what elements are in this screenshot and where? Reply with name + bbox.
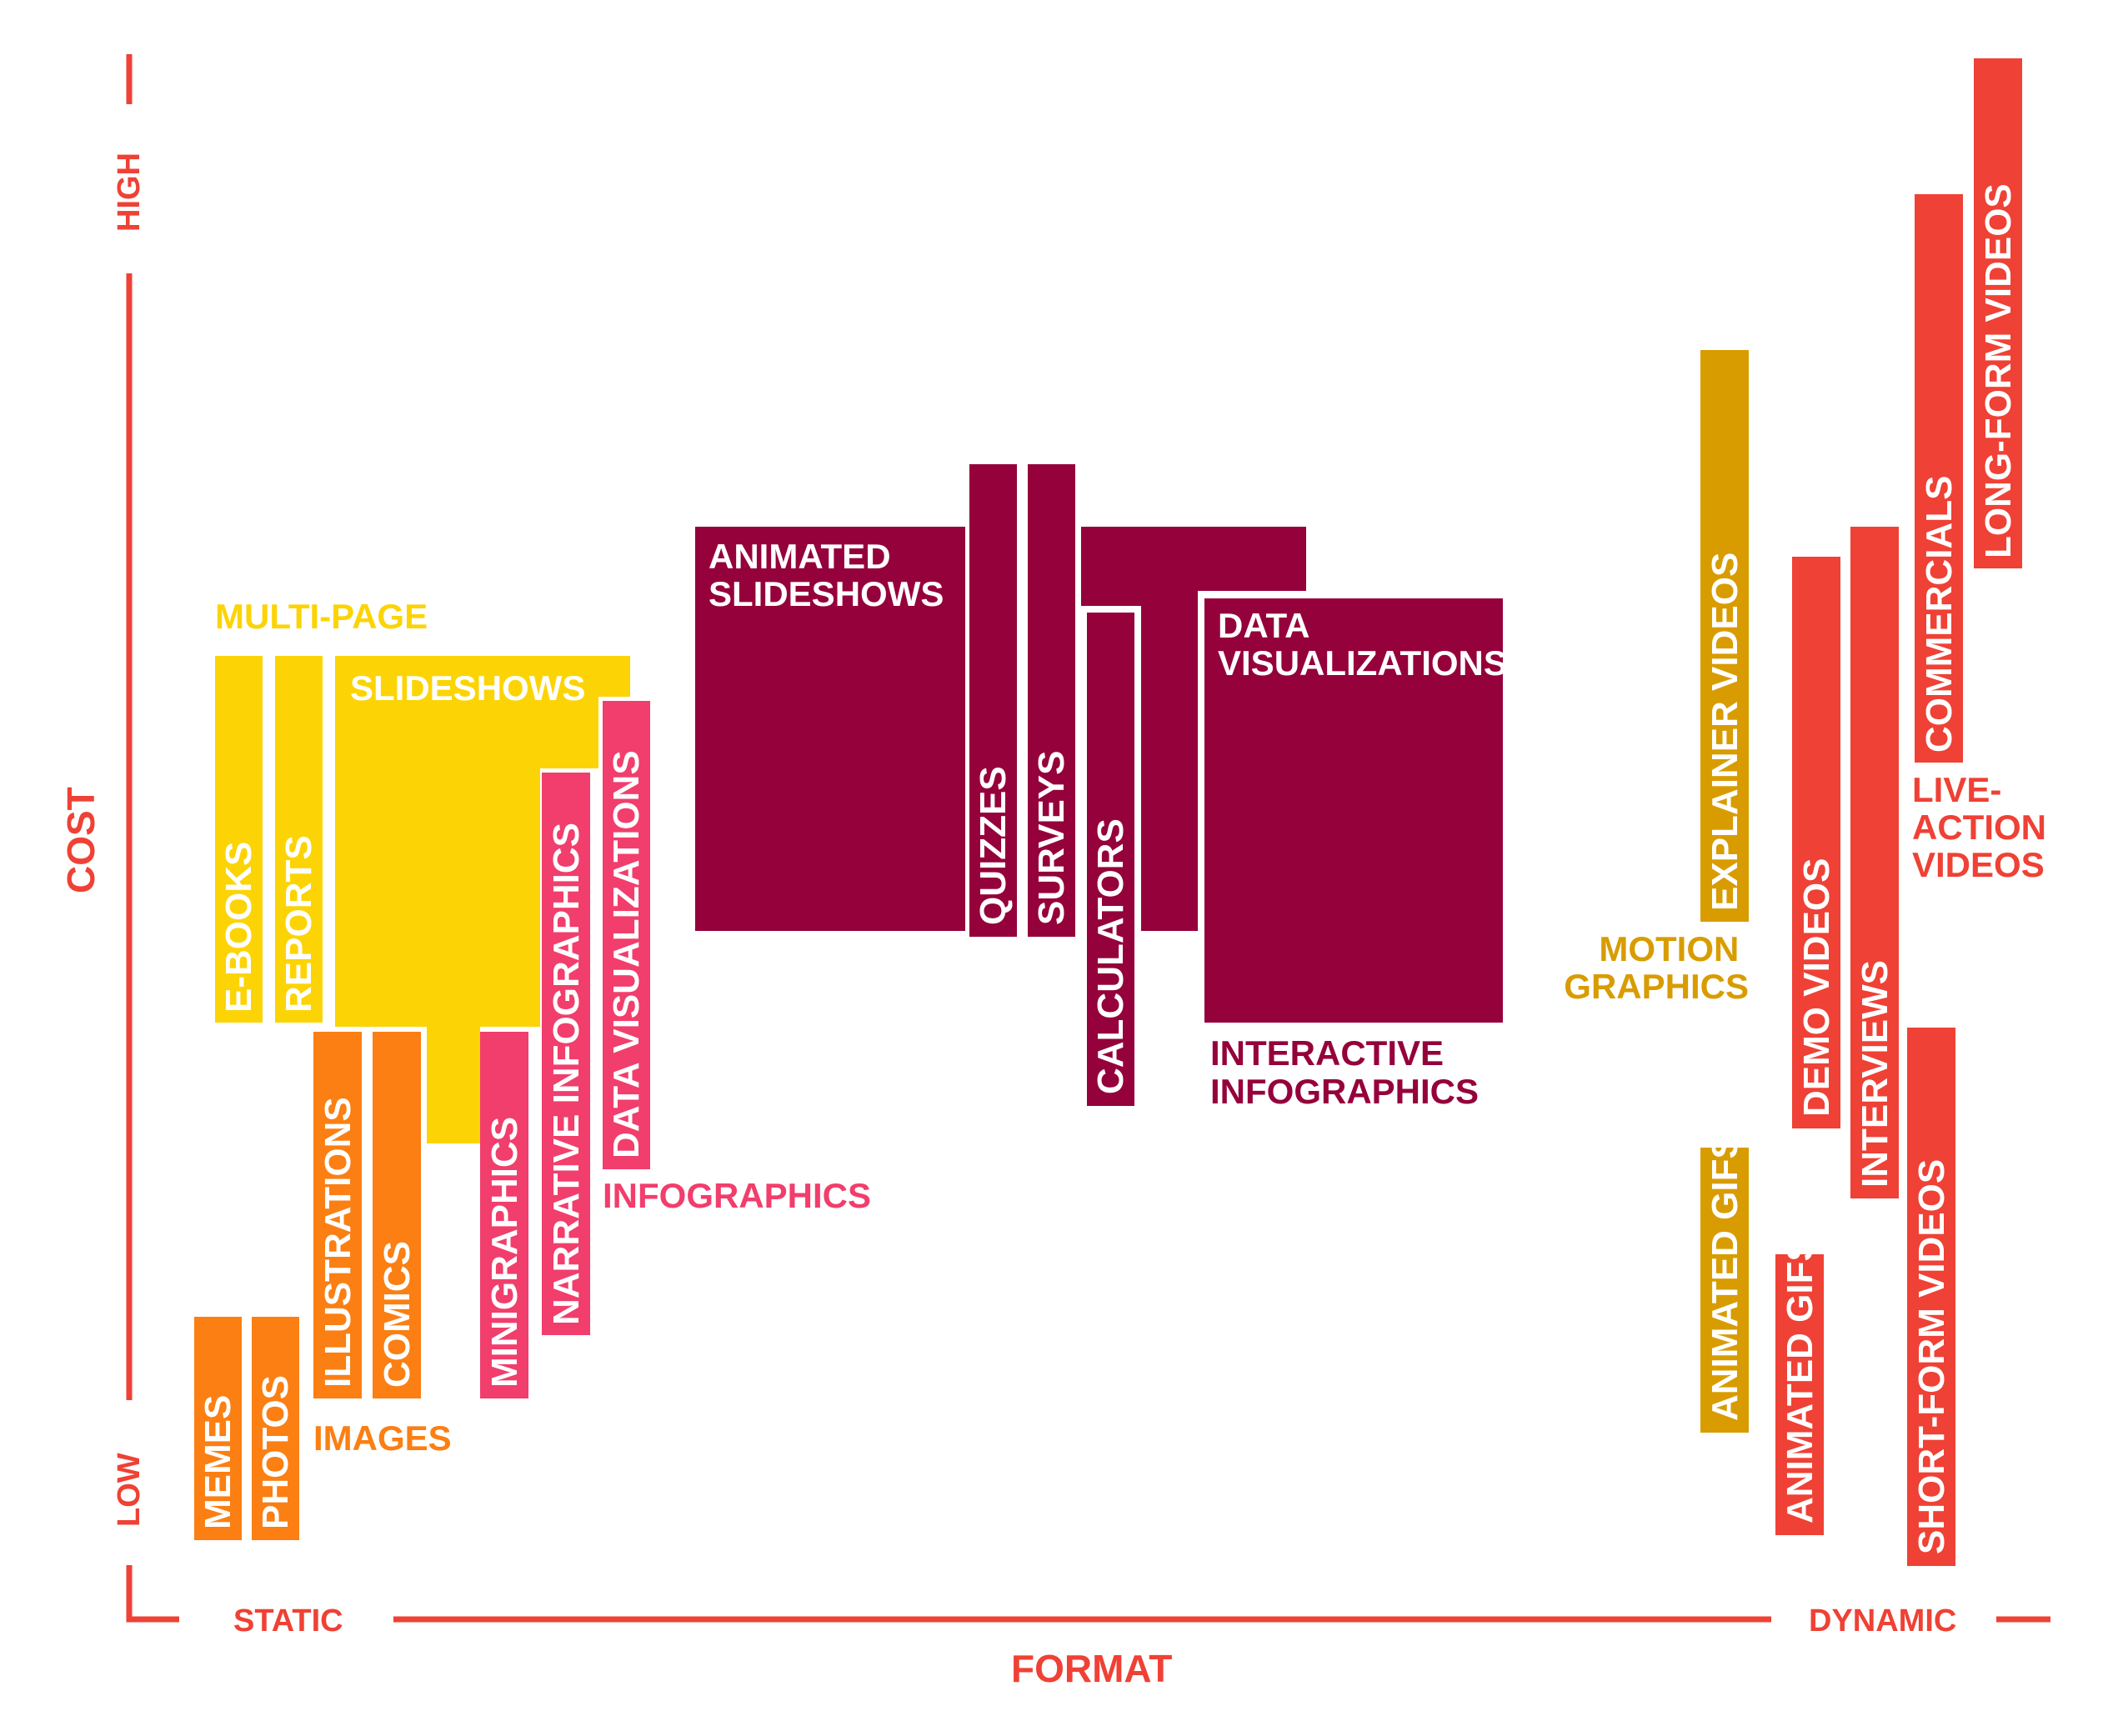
comics-label: COMICS (377, 1241, 418, 1388)
axis-corner-line (126, 1565, 179, 1623)
x-axis-title: FORMAT (1011, 1647, 1172, 1690)
x-axis: STATIC DYNAMIC FORMAT (233, 1603, 2050, 1690)
ebooks-label: E-BOOKS (218, 842, 259, 1013)
interactive-infographics-label: INTERACTIVE INFOGRAPHICS (1210, 1033, 1479, 1111)
motion-graphics-group: EXPLAINER VIDEOS MOTION GRAPHICS ANIMATE… (1564, 350, 1749, 1433)
y-axis: HIGH LOW COST (59, 54, 179, 1623)
x-axis-dynamic-label: DYNAMIC (1809, 1603, 1956, 1638)
comics-bar (373, 1032, 421, 1398)
infographics-group: MINIGRAPHICS NARRATIVE INFOGRAPHICS DATA… (480, 701, 871, 1398)
photos-label: PHOTOS (255, 1375, 296, 1529)
slideshows-label: SLIDESHOWS (350, 668, 585, 708)
calculators-label: CALCULATORS (1090, 818, 1131, 1094)
commercials-label: COMMERCIALS (1919, 476, 1960, 753)
photos-bar (252, 1317, 299, 1540)
narrative-infographics-label: NARRATIVE INFOGRAPHICS (546, 823, 587, 1325)
quizzes-bar (969, 464, 1017, 937)
demo-videos-bar (1792, 557, 1840, 1128)
surveys-label: SURVEYS (1031, 751, 1072, 926)
explainer-videos-bar (1700, 350, 1749, 922)
minigraphics-bar (480, 1032, 528, 1398)
illustrations-bar (313, 1032, 362, 1398)
animated-gifs-live-label: ANIMATED GIFS (1780, 1237, 1820, 1523)
reports-bar (275, 656, 323, 1023)
live-action-videos-label: LIVE- ACTION VIDEOS (1912, 770, 2056, 884)
x-axis-static-label: STATIC (233, 1603, 343, 1638)
reports-label: REPORTS (278, 835, 319, 1013)
y-axis-high-label: HIGH (112, 153, 147, 232)
demo-videos-label: DEMO VIDEOS (1796, 858, 1837, 1118)
long-form-videos-bar (1974, 58, 2022, 568)
multi-page-group: MULTI-PAGE E-BOOKS REPORTS SLIDESHOWS (215, 597, 630, 1143)
explainer-videos-label: EXPLAINER VIDEOS (1705, 553, 1745, 911)
minigraphics-label: MINIGRAPHICS (484, 1117, 525, 1388)
surveys-bar (1028, 464, 1075, 937)
narrative-infographics-bar (542, 773, 590, 1335)
animated-slideshows-box (695, 527, 965, 931)
short-form-videos-bar (1907, 1028, 1955, 1566)
illustrations-label: ILLUSTRATIONS (318, 1097, 358, 1388)
ebooks-bar (215, 656, 263, 1023)
animated-gifs-motion-bar (1700, 1148, 1749, 1433)
animated-slideshows-label: ANIMATED SLIDESHOWS (709, 537, 944, 613)
calculators-bar (1087, 613, 1134, 1106)
interviews-bar (1850, 527, 1899, 1198)
memes-label: MEMES (198, 1395, 238, 1529)
quizzes-label: QUIZZES (973, 766, 1014, 925)
interactive-connector-shape (1081, 527, 1306, 931)
data-visualizations-box-label: DATA VISUALIZATIONS (1218, 606, 1507, 683)
data-visualizations-box (1204, 598, 1503, 1023)
images-group: MEMES PHOTOS ILLUSTRATIONS COMICS IMAGES (194, 1032, 452, 1540)
infographics-label: INFOGRAPHICS (603, 1176, 871, 1215)
commercials-bar (1915, 194, 1963, 763)
live-action-videos-group: DEMO VIDEOS ANIMATED GIFS INTERVIEWS SHO… (1775, 58, 2056, 1566)
data-visualizations-label: DATA VISUALIZATIONS (606, 750, 647, 1158)
y-axis-title: COST (59, 787, 103, 893)
long-form-videos-label: LONG-FORM VIDEOS (1978, 183, 2019, 558)
animated-gifs-motion-label: ANIMATED GIFS (1705, 1134, 1745, 1421)
interactive-infographics-group: ANIMATED SLIDESHOWS QUIZZES SURVEYS CALC… (695, 464, 1507, 1111)
images-label: IMAGES (313, 1418, 452, 1458)
data-visualizations-bar (603, 701, 650, 1169)
y-axis-low-label: LOW (112, 1453, 147, 1527)
multi-page-label: MULTI-PAGE (215, 597, 428, 636)
interviews-label: INTERVIEWS (1855, 960, 1895, 1188)
memes-bar (194, 1317, 242, 1540)
short-form-videos-label: SHORT-FORM VIDEOS (1911, 1159, 1952, 1554)
animated-gifs-live-bar (1775, 1254, 1824, 1535)
slideshows-shape (335, 656, 630, 1143)
motion-graphics-label: MOTION GRAPHICS (1564, 929, 1749, 1006)
